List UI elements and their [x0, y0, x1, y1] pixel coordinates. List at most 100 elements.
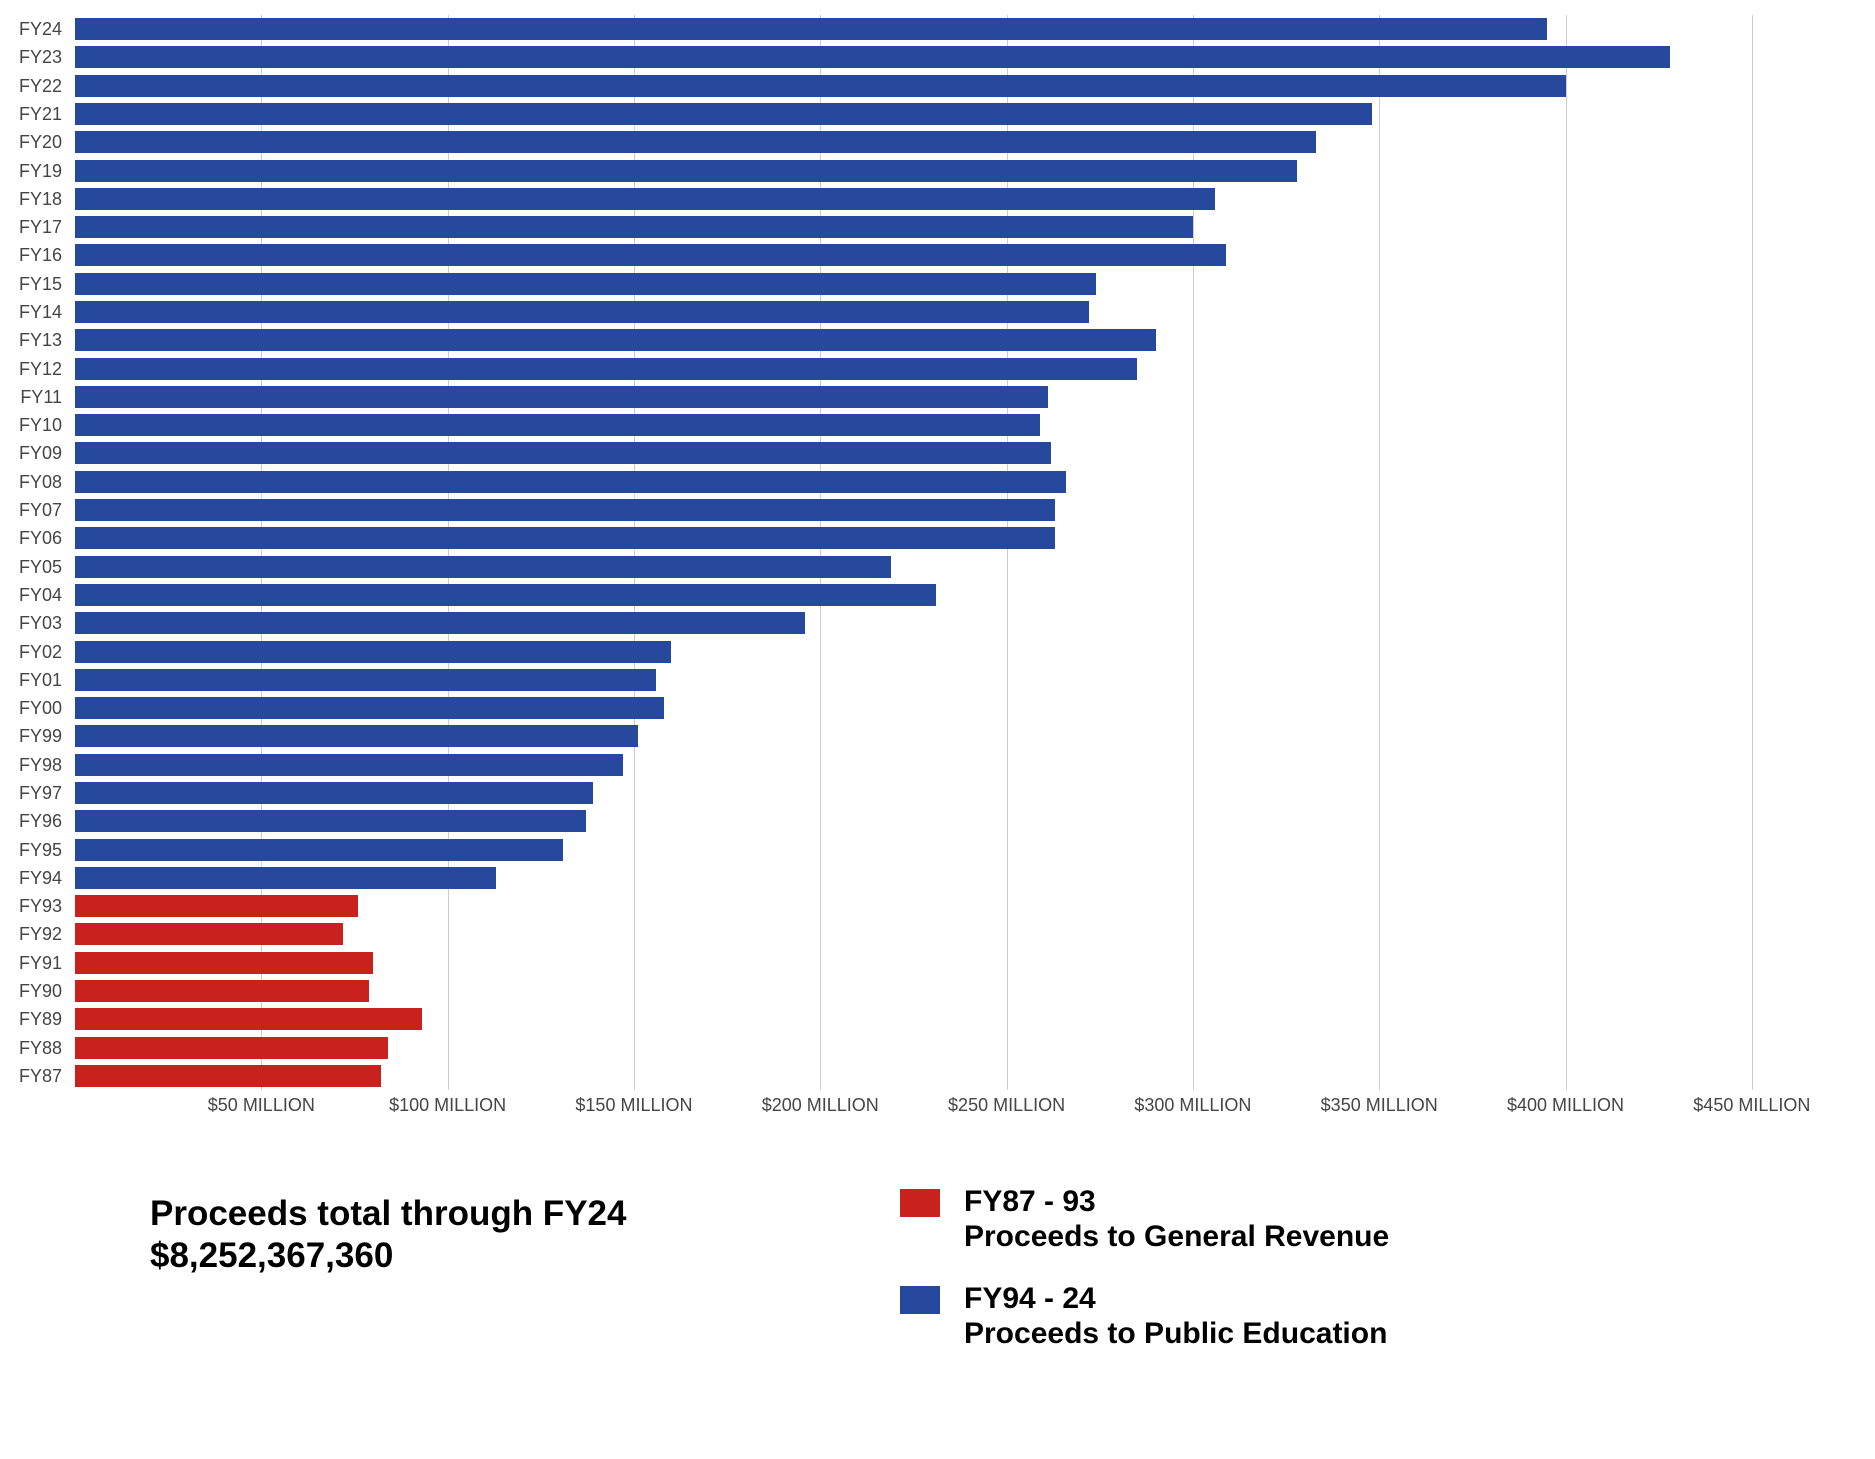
x-axis-label: $250 MILLION	[948, 1095, 1065, 1116]
bar-row	[75, 694, 664, 722]
bar-row	[75, 128, 1316, 156]
bar-row	[75, 1033, 388, 1061]
bar-fy08	[75, 471, 1066, 493]
bar-fy16	[75, 244, 1226, 266]
legend: FY87 - 93Proceeds to General Revenue FY94…	[900, 1185, 1389, 1379]
bar-row	[75, 637, 671, 665]
bar-row	[75, 722, 638, 750]
bar-row	[75, 326, 1156, 354]
bar-row	[75, 949, 373, 977]
plot-area	[75, 15, 1845, 1090]
bar-row	[75, 185, 1215, 213]
y-axis-label: FY05	[10, 553, 68, 581]
bar-fy92	[75, 923, 343, 945]
total-block: Proceeds total through FY24 $8,252,367,3…	[150, 1193, 626, 1277]
y-axis-label: FY91	[10, 949, 68, 977]
bar-row	[75, 298, 1089, 326]
y-axis-label: FY23	[10, 43, 68, 71]
bar-fy98	[75, 754, 623, 776]
bar-fy93	[75, 895, 358, 917]
y-axis-label: FY07	[10, 496, 68, 524]
bar-fy17	[75, 216, 1193, 238]
legend-text: FY87 - 93Proceeds to General Revenue	[964, 1185, 1389, 1254]
y-axis-label: FY98	[10, 751, 68, 779]
bar-fy90	[75, 980, 369, 1002]
y-axis-label: FY90	[10, 977, 68, 1005]
y-axis-label: FY22	[10, 72, 68, 100]
bar-fy87	[75, 1065, 381, 1087]
x-axis-label: $200 MILLION	[762, 1095, 879, 1116]
bar-fy94	[75, 867, 496, 889]
y-axis-label: FY19	[10, 157, 68, 185]
y-axis-label: FY21	[10, 100, 68, 128]
bar-row	[75, 241, 1226, 269]
bar-fy88	[75, 1037, 388, 1059]
bar-row	[75, 920, 343, 948]
bar-fy02	[75, 641, 671, 663]
y-axis-label: FY01	[10, 666, 68, 694]
y-axis-label: FY17	[10, 213, 68, 241]
y-axis-label: FY24	[10, 15, 68, 43]
bar-row	[75, 439, 1051, 467]
bar-row	[75, 72, 1566, 100]
legend-swatch	[900, 1189, 940, 1217]
bar-row	[75, 666, 656, 694]
bar-fy19	[75, 160, 1297, 182]
bar-row	[75, 270, 1096, 298]
y-axis-label: FY16	[10, 241, 68, 269]
bar-fy14	[75, 301, 1089, 323]
bar-fy01	[75, 669, 656, 691]
y-axis-label: FY10	[10, 411, 68, 439]
bar-row	[75, 892, 358, 920]
bar-fy89	[75, 1008, 422, 1030]
y-axis-label: FY12	[10, 355, 68, 383]
bar-fy97	[75, 782, 593, 804]
bar-row	[75, 977, 369, 1005]
bar-row	[75, 524, 1055, 552]
bar-row	[75, 15, 1547, 43]
bar-fy10	[75, 414, 1040, 436]
bar-fy13	[75, 329, 1156, 351]
bar-fy15	[75, 273, 1096, 295]
bar-fy07	[75, 499, 1055, 521]
bar-row	[75, 213, 1193, 241]
bar-row	[75, 835, 563, 863]
y-axis-label: FY88	[10, 1034, 68, 1062]
bar-fy91	[75, 952, 373, 974]
bar-row	[75, 751, 623, 779]
bar-row	[75, 807, 586, 835]
y-axis-label: FY87	[10, 1062, 68, 1090]
bar-row	[75, 43, 1670, 71]
bar-fy20	[75, 131, 1316, 153]
bar-fy11	[75, 386, 1048, 408]
bar-fy99	[75, 725, 638, 747]
proceeds-bar-chart: FY24FY23FY22FY21FY20FY19FY18FY17FY16FY15…	[10, 15, 1855, 1125]
y-axis-label: FY93	[10, 892, 68, 920]
y-axis-label: FY09	[10, 439, 68, 467]
bar-row	[75, 779, 593, 807]
bar-fy06	[75, 527, 1055, 549]
y-axis-label: FY18	[10, 185, 68, 213]
chart-footer: Proceeds total through FY24 $8,252,367,3…	[150, 1185, 1850, 1435]
y-axis-label: FY02	[10, 638, 68, 666]
bar-fy09	[75, 442, 1051, 464]
bar-row	[75, 609, 805, 637]
y-axis-label: FY06	[10, 524, 68, 552]
bar-fy04	[75, 584, 936, 606]
legend-item: FY87 - 93Proceeds to General Revenue	[900, 1185, 1389, 1254]
y-axis-label: FY96	[10, 807, 68, 835]
bar-row	[75, 354, 1137, 382]
legend-item: FY94 - 24Proceeds to Public Education	[900, 1282, 1389, 1351]
y-axis-label: FY15	[10, 270, 68, 298]
bar-row	[75, 581, 936, 609]
bar-row	[75, 468, 1066, 496]
bar-row	[75, 864, 496, 892]
bar-fy03	[75, 612, 805, 634]
y-axis-label: FY03	[10, 609, 68, 637]
y-axis-label: FY95	[10, 836, 68, 864]
y-axis-label: FY94	[10, 864, 68, 892]
x-axis-label: $100 MILLION	[389, 1095, 506, 1116]
bar-fy12	[75, 358, 1137, 380]
y-axis-label: FY00	[10, 694, 68, 722]
bar-fy24	[75, 18, 1547, 40]
